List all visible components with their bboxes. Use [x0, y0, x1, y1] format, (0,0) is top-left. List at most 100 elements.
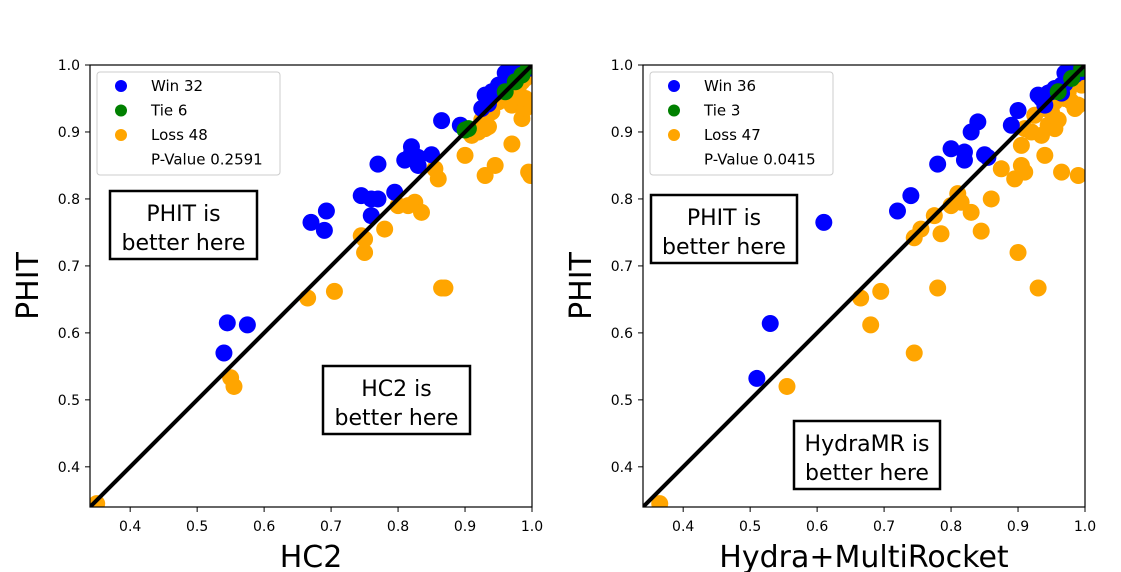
plot-area	[643, 65, 1085, 507]
x-tick-label: 0.5	[739, 519, 761, 535]
win-point	[369, 155, 387, 173]
annotation-text: HydraMR is	[805, 432, 930, 457]
loss-point	[862, 316, 880, 334]
annotation-upper: PHIT is better here	[649, 193, 799, 265]
loss-point	[982, 190, 1000, 208]
annotation-upper: PHIT is better here	[108, 189, 259, 261]
win-point	[302, 213, 320, 231]
win-point	[1002, 116, 1020, 134]
legend-label-loss: Loss 47	[704, 126, 761, 144]
annotation-text: PHIT is	[146, 202, 220, 227]
annotation-lower: HC2 is better here	[321, 364, 472, 436]
win-point	[315, 221, 333, 239]
win-point	[955, 143, 973, 161]
y-tick-label: 0.9	[58, 125, 80, 141]
loss-point	[456, 146, 474, 164]
legend-marker-win	[668, 80, 680, 92]
x-tick-label: 0.6	[253, 519, 275, 535]
loss-point	[872, 282, 890, 300]
loss-point	[522, 167, 532, 184]
x-axis-label: HC2	[280, 540, 343, 572]
loss-point	[962, 203, 980, 221]
loss-point	[225, 377, 243, 395]
loss-point	[1016, 120, 1034, 138]
win-point	[748, 369, 766, 387]
y-tick-label: 0.8	[58, 192, 80, 208]
y-tick-label: 0.5	[611, 393, 633, 409]
loss-point	[932, 225, 950, 243]
x-tick-label: 1.0	[521, 519, 543, 535]
loss-point	[516, 89, 532, 107]
loss-point	[325, 282, 343, 300]
y-tick-label: 0.4	[58, 460, 80, 476]
annotation-box	[321, 364, 472, 436]
win-point	[979, 148, 997, 166]
loss-point	[972, 222, 990, 240]
x-tick-label: 0.7	[320, 519, 342, 535]
loss-point	[1029, 279, 1047, 297]
chart-panel-1: 0.4 0.5 0.6 0.7 0.8 0.9 1.0 0.4 0.5 0.6 0.7 0.8 0.9 1…	[11, 58, 543, 572]
annotation-lower: HydraMR is better here	[792, 419, 942, 491]
win-point	[1009, 102, 1027, 120]
loss-point	[503, 135, 521, 153]
win-point	[761, 315, 779, 333]
chart-panel-2: 0.4 0.5 0.6 0.7 0.8 0.9 1.0 0.4 0.5 0.6 0.7 0.8 0.9 1…	[564, 58, 1096, 572]
axes-frame	[89, 64, 533, 508]
loss-point	[905, 344, 923, 362]
y-tick-label: 0.6	[611, 326, 633, 342]
y-tick-label: 1.0	[58, 58, 80, 74]
annotation-box	[108, 189, 259, 261]
win-point	[218, 314, 236, 332]
legend-box	[96, 71, 281, 176]
annotation-text: better here	[662, 235, 786, 260]
loss-point	[778, 377, 796, 395]
legend-label-win: Win 32	[151, 77, 203, 95]
legend-label-loss: Loss 48	[151, 126, 208, 144]
loss-point	[1049, 111, 1067, 129]
annotation-text: PHIT is	[687, 206, 761, 231]
legend-label-pvalue: P-Value 0.2591	[151, 151, 263, 169]
x-tick-label: 0.9	[454, 519, 476, 535]
win-point	[238, 316, 256, 334]
loss-point	[429, 170, 447, 188]
diagonal-line	[90, 65, 532, 507]
legend-box	[649, 71, 834, 176]
x-tick-label: 0.7	[873, 519, 895, 535]
loss-point	[1069, 96, 1085, 114]
legend-marker-tie	[115, 104, 127, 117]
y-axis-label: PHIT	[564, 251, 599, 319]
win-point	[815, 213, 833, 231]
loss-point	[1012, 136, 1030, 154]
y-axis-label: PHIT	[11, 251, 46, 319]
annotation-text: HC2 is	[361, 377, 431, 402]
x-tick-label: 0.5	[186, 519, 208, 535]
annotation-box	[649, 193, 799, 265]
loss-point	[929, 279, 947, 297]
annotation-text: better here	[122, 231, 246, 256]
x-tick-label: 0.4	[119, 519, 141, 535]
x-tick-label: 0.6	[806, 519, 828, 535]
x-tick-label: 0.8	[387, 519, 409, 535]
loss-point	[486, 156, 504, 174]
loss-point	[413, 203, 430, 221]
y-tick-label: 0.6	[58, 326, 80, 342]
win-point	[317, 202, 335, 220]
x-axis-label: Hydra+MultiRocket	[719, 540, 1009, 572]
loss-point	[1016, 163, 1034, 181]
win-point	[929, 155, 947, 173]
loss-point	[1069, 167, 1085, 184]
legend-label-win: Win 36	[704, 77, 756, 95]
win-point	[409, 148, 427, 166]
x-tick-label: 1.0	[1074, 519, 1096, 535]
win-point	[969, 113, 987, 131]
legend: Win 36 Tie 3 Loss 47 P-Value 0.0415	[649, 71, 834, 176]
axes-frame	[642, 64, 1086, 508]
loss-point	[479, 118, 497, 136]
loss-point	[651, 495, 669, 507]
win-point	[888, 202, 906, 220]
legend-marker-loss	[668, 129, 680, 141]
plot-area	[90, 65, 532, 507]
loss-point	[1009, 244, 1027, 262]
win-point	[902, 187, 920, 205]
